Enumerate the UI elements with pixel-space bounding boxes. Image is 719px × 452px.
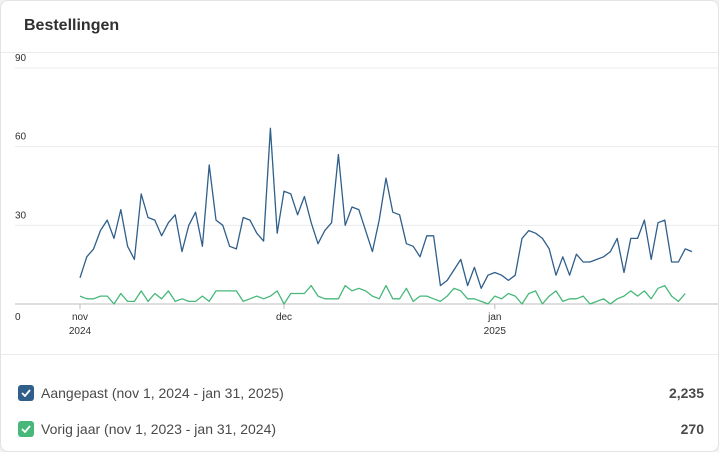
x-tick-label-month: nov	[72, 312, 88, 323]
legend-value-current: 2,235	[668, 385, 704, 401]
chart-series	[79, 127, 693, 305]
y-tick-label: 30	[15, 210, 27, 221]
x-axis-ticks: nov 2024 dec jan 2025	[69, 304, 506, 337]
chart-legend: Aangepast (nov 1, 2024 - jan 31, 2025) 2…	[1, 354, 718, 451]
x-tick-label-year: 2024	[69, 326, 92, 337]
x-tick-label-year: 2025	[484, 326, 507, 337]
legend-label-current: Aangepast (nov 1, 2024 - jan 31, 2025)	[41, 385, 284, 401]
checkbox-checked-icon[interactable]	[18, 421, 34, 437]
y-axis-ticks: 0 30 60 90	[15, 53, 27, 323]
x-tick-label-month: dec	[276, 312, 292, 323]
series-line-previous-year	[79, 284, 686, 305]
card-header: Bestellingen	[1, 1, 718, 53]
y-tick-label: 90	[15, 53, 27, 64]
legend-row-previous[interactable]: Vorig jaar (nov 1, 2023 - jan 31, 2024) …	[1, 411, 718, 447]
legend-row-current[interactable]: Aangepast (nov 1, 2024 - jan 31, 2025) 2…	[1, 375, 718, 411]
checkbox-checked-icon[interactable]	[18, 385, 34, 401]
y-tick-label: 0	[15, 312, 21, 323]
series-line-current	[79, 127, 693, 289]
legend-value-previous: 270	[680, 421, 704, 437]
card-title: Bestellingen	[24, 17, 120, 34]
orders-line-chart: 0 30 60 90 nov 2024 dec jan 2025	[15, 53, 718, 337]
y-tick-label: 60	[15, 132, 27, 143]
chart-gridlines	[15, 67, 718, 305]
x-tick-label-month: jan	[487, 312, 501, 323]
legend-label-previous: Vorig jaar (nov 1, 2023 - jan 31, 2024)	[41, 421, 277, 437]
